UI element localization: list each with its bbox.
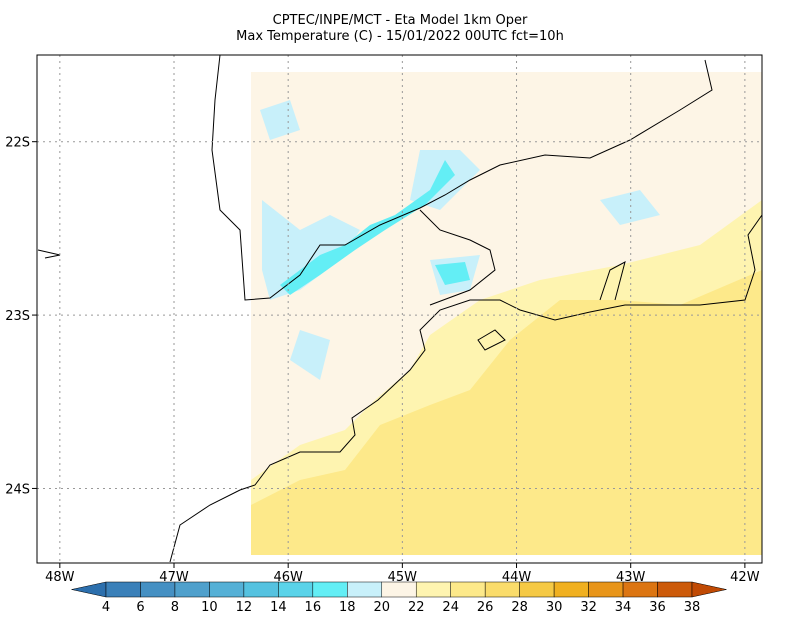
colorbar-cell: [553, 581, 589, 598]
colorbar-cell: [209, 581, 245, 598]
colorbar-label: 16: [305, 600, 322, 615]
colorbar-label: 30: [546, 600, 563, 615]
colorbar-cell: [484, 581, 520, 598]
colorbar: 4 6 8 10 12 14 16 18 20 22 24 26 28 30 32 34 36 38: [71, 581, 727, 615]
map-field: [251, 72, 762, 555]
graticule: 22S 23S 24S 48W 47W 46W 45W 44W 43W 42W: [5, 55, 762, 585]
colorbar-cell: [657, 581, 693, 598]
colorbar-label: 10: [201, 600, 218, 615]
title: CPTEC/INPE/MCT - Eta Model 1km Oper: [273, 13, 528, 28]
colorbar-label: 4: [102, 600, 110, 615]
lon-label: 46W: [273, 570, 303, 585]
coastline: [37, 54, 763, 563]
colorbar-label: 24: [442, 600, 459, 615]
colorbar-label: 8: [171, 600, 179, 615]
colorbar-cell: [105, 581, 141, 598]
lat-label: 24S: [5, 482, 30, 497]
colorbar-cell: [243, 581, 279, 598]
subtitle: Max Temperature (C) - 15/01/2022 00UTC f…: [236, 29, 564, 44]
lon-label: 48W: [45, 570, 75, 585]
lon-label: 43W: [616, 570, 646, 585]
lat-label: 23S: [5, 309, 30, 324]
colorbar-label: 36: [649, 600, 666, 615]
colorbar-label: 38: [684, 600, 701, 615]
colorbar-cell: [140, 581, 176, 598]
colorbar-label: 12: [236, 600, 253, 615]
colorbar-cell: [278, 581, 314, 598]
colorbar-label: 22: [408, 600, 425, 615]
map-frame: [36, 54, 763, 564]
colorbar-label: 18: [339, 600, 356, 615]
colorbar-cell: [519, 581, 555, 598]
lon-label: 47W: [159, 570, 189, 585]
colorbar-cell: [415, 581, 451, 598]
colorbar-cell: [174, 581, 210, 598]
colorbar-cell: [347, 581, 383, 598]
lon-label: 44W: [502, 570, 532, 585]
lon-label: 42W: [730, 570, 760, 585]
colorbar-label: 32: [580, 600, 597, 615]
colorbar-label: 26: [477, 600, 494, 615]
field-18: [260, 100, 660, 380]
colorbar-arrow: [691, 581, 727, 598]
colorbar-cell: [622, 581, 658, 598]
colorbar-cell: [450, 581, 486, 598]
colorbar-label: 34: [615, 600, 632, 615]
colorbar-label: 28: [511, 600, 528, 615]
colorbar-cell: [588, 581, 624, 598]
colorbar-label: 6: [136, 600, 144, 615]
colorbar-cell: [312, 581, 348, 598]
colorbar-arrow: [71, 581, 107, 598]
colorbar-cell: [381, 581, 417, 598]
lon-label: 45W: [388, 570, 418, 585]
colorbar-label: 14: [270, 600, 287, 615]
colorbar-label: 20: [373, 600, 390, 615]
field-26: [251, 270, 762, 555]
lat-label: 22S: [5, 136, 30, 151]
